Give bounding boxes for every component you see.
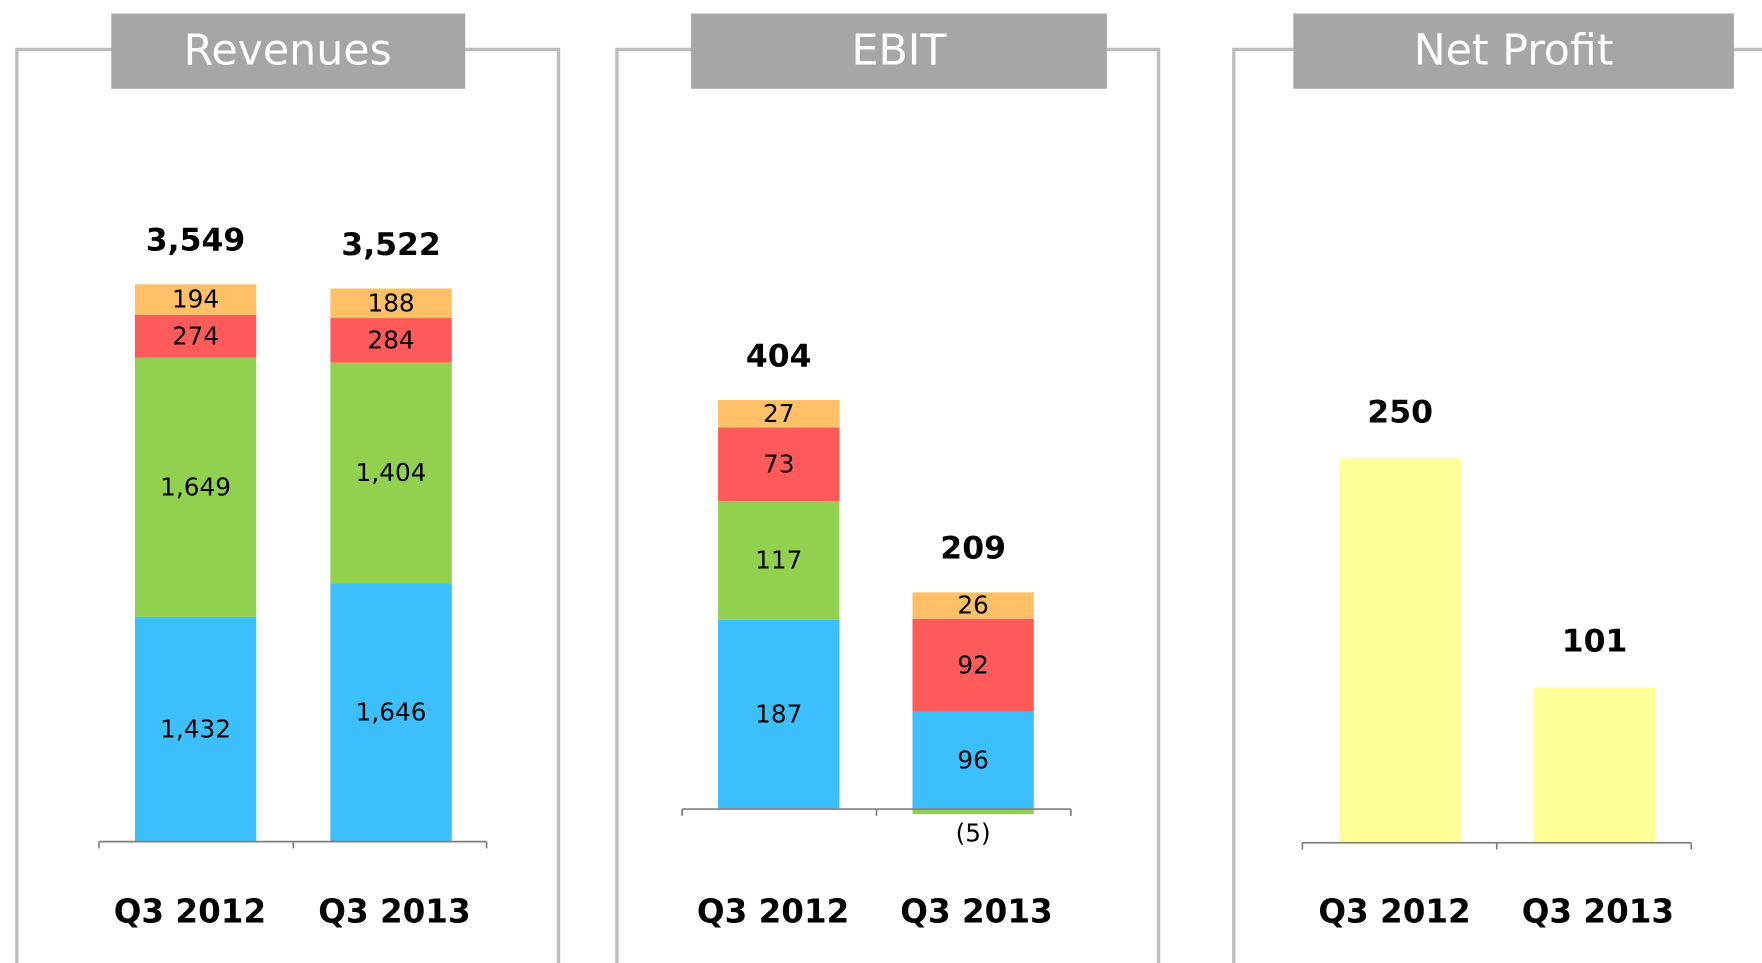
bar-segment [718,427,840,502]
total-label: 209 [940,531,1006,567]
segment-label: 1,649 [160,472,231,501]
segment-label: 188 [367,288,414,317]
value-label: 250 [1367,395,1433,431]
chart-title: EBIT [852,25,948,75]
title-tab [111,13,466,89]
bar-segment [134,284,257,315]
chart-title: Net Profit [1414,25,1614,75]
panel-frame [15,47,561,963]
bar-segment [912,809,1034,815]
x-tick-label: Q3 2013 [318,893,470,931]
x-tick-label: Q3 2012 [697,893,849,931]
bar-segment [912,592,1034,619]
segment-label: 284 [367,325,414,354]
chart-title: Revenues [184,25,392,75]
bar-segment [134,357,257,617]
segment-label: 187 [755,700,802,729]
bar-segment [912,711,1034,810]
bar [1339,458,1461,843]
bar-segment [718,501,840,620]
segment-label: 117 [755,546,802,575]
value-label: 101 [1562,624,1628,660]
x-tick-label: Q3 2013 [900,893,1052,931]
bar-segment [912,618,1034,712]
segment-label: 1,646 [356,698,427,727]
bar-segment [330,288,452,319]
total-label: 3,549 [146,223,245,259]
x-tick-label: Q3 2013 [1522,893,1674,931]
x-tick-label: Q3 2012 [114,893,266,931]
total-label: 404 [746,338,812,374]
segment-label: 194 [172,285,219,314]
segment-label: (5) [956,818,991,847]
segment-label: 96 [957,746,988,775]
segment-label: 73 [763,449,794,478]
segment-label: 26 [957,591,988,620]
bar-segment [134,314,257,358]
segment-label: 274 [172,321,219,350]
x-tick-label: Q3 2012 [1318,893,1470,931]
bar-segment [134,616,257,842]
segment-label: 1,404 [356,458,427,487]
bar-segment [718,619,840,810]
frames [15,47,1762,963]
panel-frame [615,47,1161,963]
segment-label: 92 [957,650,988,679]
bar-segment [718,400,840,428]
bar-segment [330,583,452,842]
segment-label: 27 [763,399,794,428]
segment-label: 1,432 [160,714,231,743]
bar [1533,687,1656,843]
panel-frame [1232,47,1762,963]
title-tab [1293,13,1734,89]
bar-segment [330,318,452,363]
bar-segment [330,362,452,584]
title-tab [691,13,1107,89]
total-label: 3,522 [341,227,441,263]
